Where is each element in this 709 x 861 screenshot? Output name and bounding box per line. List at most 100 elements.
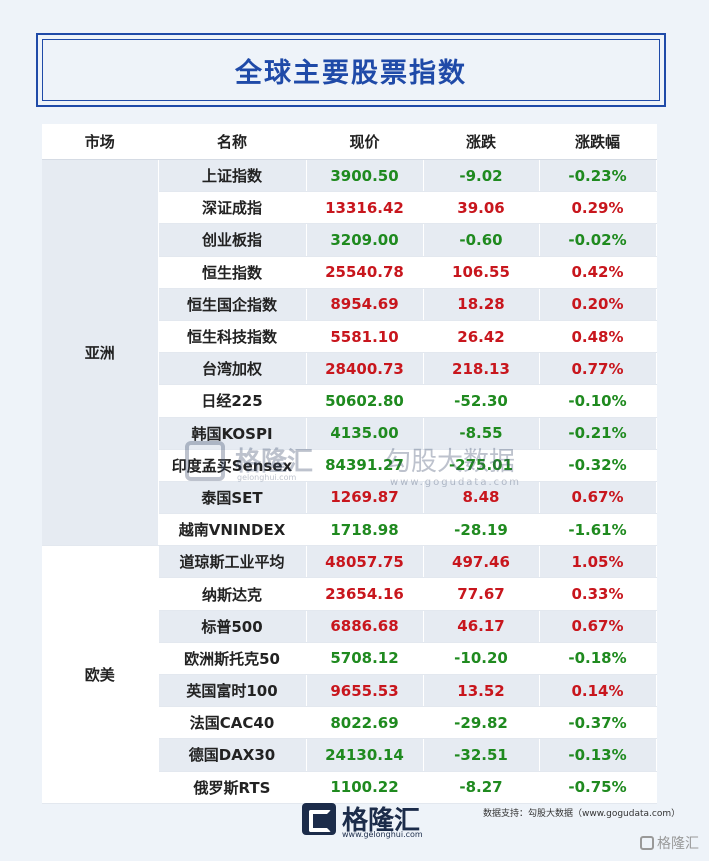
index-price: 1718.98 (306, 513, 424, 547)
index-change-pct: -1.61% (539, 513, 657, 547)
table-row: 越南VNINDEX 1718.98 -28.19 -1.61% (42, 513, 657, 547)
index-name: 恒生国企指数 (158, 288, 307, 321)
index-change-pct: -0.75% (539, 771, 657, 804)
index-price: 48057.75 (306, 545, 424, 579)
table-row: 恒生国企指数 8954.69 18.28 0.20% (42, 288, 657, 321)
index-name: 英国富时100 (158, 674, 307, 708)
index-change-pct: -0.21% (539, 417, 657, 450)
index-price: 5708.12 (306, 642, 424, 676)
index-change-pct: 0.29% (539, 191, 657, 225)
index-change-pct: 0.20% (539, 288, 657, 321)
index-change: 26.42 (423, 320, 540, 354)
index-change: 218.13 (423, 352, 540, 386)
index-change-pct: 0.42% (539, 256, 657, 289)
table-row: 标普500 6886.68 46.17 0.67% (42, 610, 657, 643)
index-change: 18.28 (423, 288, 540, 321)
index-price: 8022.69 (306, 706, 424, 740)
table-row: 俄罗斯RTS 1100.22 -8.27 -0.75% (42, 771, 657, 804)
index-change: 8.48 (423, 481, 540, 515)
index-name: 日经225 (158, 384, 307, 418)
data-source-note: 数据支持：勾股大数据（www.gogudata.com） (483, 809, 681, 819)
index-price: 24130.14 (306, 738, 424, 772)
index-name: 德国DAX30 (158, 738, 307, 772)
table-row: 恒生指数 25540.78 106.55 0.42% (42, 256, 657, 289)
index-change: -275.01 (423, 449, 540, 482)
col-header-change: 涨跌 (423, 124, 540, 160)
gelonghui-logo-icon (302, 803, 336, 835)
title-frame: 全球主要股票指数 (36, 33, 666, 107)
index-name: 上证指数 (158, 159, 307, 193)
index-price: 3209.00 (306, 223, 424, 257)
index-change: -8.27 (423, 771, 540, 804)
index-price: 50602.80 (306, 384, 424, 418)
index-change: 497.46 (423, 545, 540, 579)
index-change-pct: -0.37% (539, 706, 657, 740)
index-price: 1100.22 (306, 771, 424, 804)
table-row: 深证成指 13316.42 39.06 0.29% (42, 191, 657, 225)
table-row: 亚洲 上证指数 3900.50 -9.02 -0.23% (42, 159, 657, 547)
table-row: 印度孟买Sensex 84391.27 -275.01 -0.32% (42, 449, 657, 482)
table-row: 泰国SET 1269.87 8.48 0.67% (42, 481, 657, 515)
table-row: 德国DAX30 24130.14 -32.51 -0.13% (42, 738, 657, 772)
index-change: -9.02 (423, 159, 540, 193)
index-price: 25540.78 (306, 256, 424, 289)
index-name: 恒生指数 (158, 256, 307, 289)
index-change-pct: 1.05% (539, 545, 657, 579)
index-change: 13.52 (423, 674, 540, 708)
index-change: 46.17 (423, 610, 540, 643)
index-price: 8954.69 (306, 288, 424, 321)
table-row: 台湾加权 28400.73 218.13 0.77% (42, 352, 657, 386)
index-price: 13316.42 (306, 191, 424, 225)
index-name: 台湾加权 (158, 352, 307, 386)
index-price: 28400.73 (306, 352, 424, 386)
index-name: 道琼斯工业平均 (158, 545, 307, 579)
table-row: 欧美 道琼斯工业平均 48057.75 497.46 1.05% (42, 545, 657, 804)
index-price: 23654.16 (306, 577, 424, 611)
table-row: 恒生科技指数 5581.10 26.42 0.48% (42, 320, 657, 354)
index-change-pct: 0.14% (539, 674, 657, 708)
index-price: 6886.68 (306, 610, 424, 643)
table-row: 英国富时100 9655.53 13.52 0.14% (42, 674, 657, 708)
index-price: 5581.10 (306, 320, 424, 354)
index-name: 泰国SET (158, 481, 307, 515)
index-change-pct: 0.48% (539, 320, 657, 354)
table-row: 韩国KOSPI 4135.00 -8.55 -0.21% (42, 417, 657, 450)
corner-watermark: 格隆汇 (640, 833, 699, 853)
index-change-pct: 0.77% (539, 352, 657, 386)
index-change-pct: -0.23% (539, 159, 657, 193)
table-row: 法国CAC40 8022.69 -29.82 -0.37% (42, 706, 657, 740)
col-header-name: 名称 (158, 124, 307, 160)
table-row: 欧洲斯托克50 5708.12 -10.20 -0.18% (42, 642, 657, 676)
index-price: 1269.87 (306, 481, 424, 515)
table-row: 日经225 50602.80 -52.30 -0.10% (42, 384, 657, 418)
corner-brand: 格隆汇 (657, 836, 699, 852)
index-change-pct: 0.67% (539, 610, 657, 643)
table-row: 创业板指 3209.00 -0.60 -0.02% (42, 223, 657, 257)
table-row: 纳斯达克 23654.16 77.67 0.33% (42, 577, 657, 611)
footer-brand-url: www.gelonghui.com (342, 830, 423, 839)
index-name: 欧洲斯托克50 (158, 642, 307, 676)
index-change-pct: -0.32% (539, 449, 657, 482)
index-name: 越南VNINDEX (158, 513, 307, 547)
index-name: 纳斯达克 (158, 577, 307, 611)
index-change-pct: -0.02% (539, 223, 657, 257)
index-name: 法国CAC40 (158, 706, 307, 740)
index-change: -8.55 (423, 417, 540, 450)
page-title: 全球主要股票指数 (235, 57, 467, 89)
corner-logo-icon (640, 836, 654, 850)
index-name: 恒生科技指数 (158, 320, 307, 354)
col-header-market: 市场 (42, 124, 159, 160)
index-change-pct: -0.18% (539, 642, 657, 676)
index-change: 39.06 (423, 191, 540, 225)
index-change: -29.82 (423, 706, 540, 740)
col-header-price: 现价 (306, 124, 424, 160)
index-change: 77.67 (423, 577, 540, 611)
index-change: -32.51 (423, 738, 540, 772)
index-change-pct: -0.13% (539, 738, 657, 772)
col-header-pct: 涨跌幅 (539, 124, 657, 160)
index-change: -0.60 (423, 223, 540, 257)
index-change: -10.20 (423, 642, 540, 676)
index-name: 深证成指 (158, 191, 307, 225)
index-change: -28.19 (423, 513, 540, 547)
index-price: 3900.50 (306, 159, 424, 193)
